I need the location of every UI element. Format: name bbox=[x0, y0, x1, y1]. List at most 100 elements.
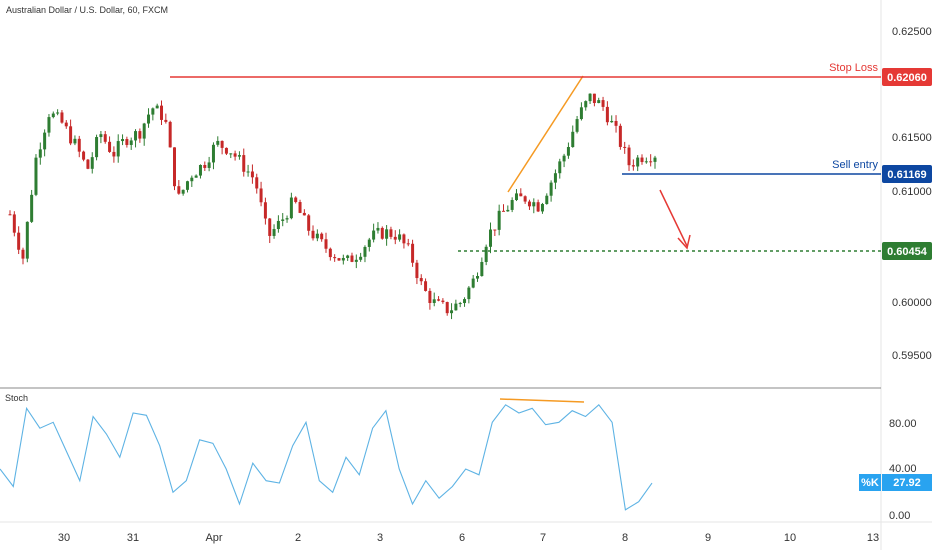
candle-body bbox=[56, 112, 60, 114]
candle-body bbox=[380, 227, 384, 239]
take-profit-price: 0.60454 bbox=[887, 246, 928, 258]
candle-body bbox=[527, 201, 531, 207]
candle-body bbox=[263, 202, 267, 219]
candle-body bbox=[320, 233, 324, 240]
candle-body bbox=[172, 147, 176, 187]
candle-body bbox=[237, 155, 241, 157]
candle-body bbox=[545, 195, 549, 204]
stoch-value: 27.92 bbox=[893, 477, 921, 489]
x-tick-label: 8 bbox=[622, 532, 628, 544]
candlestick-series bbox=[8, 93, 657, 320]
candle-body bbox=[116, 141, 120, 157]
candle-body bbox=[484, 246, 488, 262]
candle-body bbox=[458, 303, 462, 305]
candle-body bbox=[185, 181, 189, 190]
candle-body bbox=[194, 175, 198, 178]
candle-body bbox=[497, 210, 501, 230]
candle-body bbox=[138, 131, 142, 139]
candle-body bbox=[605, 106, 609, 123]
stop-loss-price: 0.62060 bbox=[887, 72, 927, 84]
candle-body bbox=[151, 108, 155, 115]
candle-body bbox=[467, 287, 471, 300]
candle-body bbox=[506, 209, 510, 212]
candle-body bbox=[372, 230, 376, 240]
candle-body bbox=[86, 159, 90, 169]
y-tick-label: 0.60000 bbox=[892, 297, 932, 309]
candle-body bbox=[597, 100, 601, 104]
stop-loss-price-badge bbox=[882, 68, 932, 86]
candle-body bbox=[298, 202, 302, 213]
candle-body bbox=[653, 157, 657, 162]
candle-body bbox=[99, 134, 103, 138]
candle-body bbox=[250, 171, 254, 178]
candle-body bbox=[549, 182, 553, 196]
trend-line[interactable] bbox=[507, 75, 584, 193]
candle-body bbox=[64, 122, 68, 127]
candle-body bbox=[224, 147, 228, 154]
candle-body bbox=[333, 257, 337, 259]
candle-body bbox=[103, 134, 107, 142]
candle-body bbox=[220, 140, 224, 148]
candle-body bbox=[307, 215, 311, 231]
candle-body bbox=[302, 212, 306, 216]
candle-body bbox=[393, 236, 397, 240]
stoch-k-badge bbox=[859, 474, 881, 491]
candle-body bbox=[476, 276, 480, 279]
candle-body bbox=[558, 161, 562, 174]
candle-body bbox=[160, 105, 164, 120]
x-tick-label: 13 bbox=[867, 532, 879, 544]
candle-body bbox=[203, 164, 207, 168]
candle-body bbox=[73, 138, 77, 144]
candle-body bbox=[445, 302, 449, 314]
sell-entry-label: Sell entry bbox=[832, 159, 878, 171]
candle-body bbox=[328, 248, 332, 258]
candle-body bbox=[21, 249, 25, 259]
candle-body bbox=[566, 147, 570, 156]
candle-body bbox=[389, 229, 393, 237]
candle-body bbox=[12, 214, 16, 233]
candle-body bbox=[168, 121, 172, 148]
candle-body bbox=[324, 239, 328, 249]
candle-body bbox=[631, 165, 635, 167]
candle-body bbox=[514, 193, 518, 201]
candle-body bbox=[385, 229, 389, 239]
candle-body bbox=[640, 157, 644, 163]
candle-body bbox=[164, 119, 168, 122]
x-tick-label: 10 bbox=[784, 532, 796, 544]
candle-body bbox=[437, 299, 441, 301]
candle-body bbox=[268, 218, 272, 236]
y-tick-label: 0.62500 bbox=[892, 26, 932, 38]
candle-body bbox=[121, 139, 125, 142]
candle-body bbox=[424, 281, 428, 291]
stoch-title: Stoch bbox=[5, 393, 28, 403]
candle-body bbox=[592, 93, 596, 104]
candle-body bbox=[77, 138, 81, 152]
stoch-divergence-line[interactable] bbox=[499, 398, 585, 403]
candle-body bbox=[190, 177, 194, 182]
candle-body bbox=[38, 149, 42, 158]
candle-body bbox=[571, 131, 575, 148]
candle-body bbox=[601, 100, 605, 107]
candle-body bbox=[610, 120, 614, 123]
symbol-title: Australian Dollar / U.S. Dollar, 60, FXC… bbox=[6, 5, 168, 15]
candle-body bbox=[584, 101, 588, 108]
candle-body bbox=[419, 278, 423, 282]
candle-body bbox=[211, 144, 215, 163]
candle-body bbox=[216, 140, 220, 145]
candle-body bbox=[614, 120, 618, 126]
candle-body bbox=[627, 147, 631, 166]
candle-body bbox=[34, 157, 38, 195]
candle-body bbox=[450, 310, 454, 314]
sell-entry-price-badge bbox=[882, 165, 932, 183]
candle-body bbox=[255, 177, 259, 189]
candle-body bbox=[337, 258, 341, 261]
candle-body bbox=[636, 157, 640, 167]
y-tick-label: 0.61000 bbox=[892, 186, 932, 198]
candle-body bbox=[519, 193, 523, 197]
candle-body bbox=[47, 117, 51, 133]
candle-body bbox=[69, 126, 73, 144]
candle-body bbox=[112, 151, 116, 157]
candle-body bbox=[350, 255, 354, 262]
